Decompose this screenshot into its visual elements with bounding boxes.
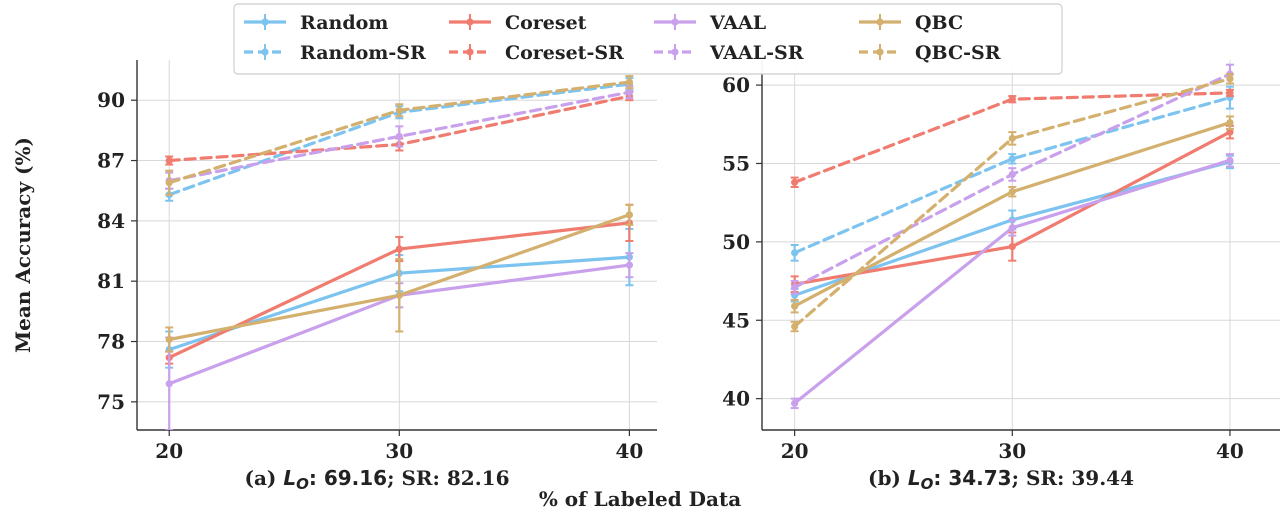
data-point [1008,155,1016,163]
y-tick-label: 60 [722,73,750,97]
legend-item-coreset-sr: Coreset-SR [449,42,624,64]
series-group [165,75,634,430]
legend-marker [466,18,474,26]
y-axis-label: Mean Accuracy (%) [11,137,35,353]
data-point [395,245,403,253]
legend-marker [261,18,269,26]
subtitle-part: L [283,466,296,490]
legend-marker [876,48,884,56]
legend-item-vaal: VAAL [654,12,766,34]
data-point [395,132,403,141]
data-point [1008,95,1016,103]
x-tick-label: 40 [1216,439,1244,463]
legend-item-random-sr: Random-SR [244,42,426,64]
legend-item-vaal-sr: VAAL-SR [654,42,804,64]
subtitle-part: (a) [245,466,284,490]
subtitle-part: L [908,466,921,490]
data-point [791,302,799,310]
legend-box [233,3,1063,75]
data-point [625,211,633,219]
data-point [1226,89,1234,97]
data-point [791,399,799,407]
data-point [791,322,799,331]
subtitle-part: ; SR: 82.16 [387,466,509,490]
data-point [1226,128,1234,136]
y-tick-label: 87 [97,149,125,173]
x-tick-label: 20 [155,439,183,463]
x-tick-label: 20 [781,439,809,463]
x-axis-label: % of Labeled Data [539,487,741,511]
legend-item-qbc: QBC [859,12,963,34]
panel-subtitle: (a) LO: 69.16; SR: 82.16 [245,466,510,493]
legend-marker [876,18,884,26]
data-point [165,335,173,344]
y-tick-label: 84 [97,209,125,233]
legend-item-qbc-sr: QBC-SR [859,42,1001,64]
data-point [1008,170,1016,179]
data-point [625,78,633,86]
y-tick-label: 45 [722,308,750,332]
data-point [165,179,173,187]
panel-subtitle: (b) LO: 34.73; SR: 39.44 [868,466,1134,493]
data-point [1226,75,1234,83]
data-point [791,249,799,257]
legend-label: QBC [915,12,963,34]
legend-marker [671,18,679,26]
chart-panel-1: 75 78 81 84 87 90 20 30 40 (a) LO: 69.16; SR: 82.… [97,60,657,493]
subtitle-part: ; SR: 39.44 [1012,466,1134,490]
data-point [1226,119,1234,127]
data-point [165,380,173,388]
data-point [1008,224,1016,232]
data-point [1008,188,1016,196]
data-point [791,178,799,186]
data-point [1226,156,1234,164]
y-tick-label: 90 [97,88,125,112]
data-point [791,283,799,291]
subtitle-part: O [296,475,309,493]
subtitle-part: O [921,475,934,493]
data-point [1008,134,1016,142]
data-point [625,88,633,96]
legend-marker [466,48,474,56]
legend-label: VAAL [709,12,766,34]
y-tick-label: 75 [97,390,125,414]
legend-item-random: Random [244,12,388,34]
subtitle-part: (b) [868,466,908,490]
data-point [395,291,403,299]
data-point [1008,242,1016,251]
x-tick-label: 30 [998,439,1026,463]
subtitle-part: : 69.16 [309,466,387,490]
y-tick-label: 40 [722,387,750,411]
legend-label: Random-SR [300,42,426,64]
y-tick-label: 55 [722,151,750,175]
data-point [625,261,633,269]
legend-item-coreset: Coreset [449,12,587,34]
x-tick-label: 40 [615,439,643,463]
data-point [165,156,173,165]
legend-label: Coreset [505,12,587,34]
legend: Random Random-SR Coreset Coreset-SR VAAL VAAL… [233,3,1063,75]
series-group [790,63,1234,410]
chart-panel-2: 40 45 50 55 60 20 30 40 (b) LO: 34.73; SR: 39.44 [722,60,1280,493]
y-tick-label: 81 [97,269,125,293]
y-tick-label: 78 [97,330,125,354]
x-tick-label: 30 [385,439,413,463]
legend-label: VAAL-SR [709,42,804,64]
series-line-random-sr [793,96,1232,255]
y-tick-label: 50 [722,230,750,254]
subtitle-part: : 34.73 [933,466,1011,490]
legend-marker [261,48,269,56]
legend-marker [671,48,679,56]
legend-label: QBC-SR [915,42,1001,64]
legend-label: Coreset-SR [505,42,624,64]
data-point [395,106,403,114]
legend-label: Random [300,12,388,34]
